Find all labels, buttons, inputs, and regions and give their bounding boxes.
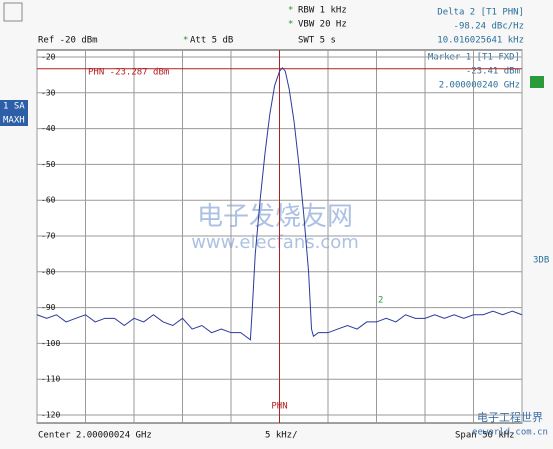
attenuation: Att 5 dB <box>190 36 233 46</box>
watermark: 电子工程世界 <box>477 411 543 424</box>
footer-center: Center 2.00000024 GHz <box>38 431 152 441</box>
delta-offset: 10.016025641 kHz <box>437 36 524 46</box>
ref-level: Ref -20 dBm <box>38 36 98 46</box>
marker-frequency: 2.000000240 GHz <box>439 81 520 91</box>
trace-box <box>0 100 28 126</box>
y-tick-label: -50 <box>41 160 56 169</box>
delta-title: Delta 2 [T1 PHN] <box>437 8 524 18</box>
delta-level: -98.24 dBc/Hz <box>454 22 524 32</box>
y-tick-label: -110 <box>41 375 60 384</box>
y-tick-label: -40 <box>41 124 56 133</box>
watermark: 电子发烧友网 <box>197 202 353 232</box>
trace <box>36 66 523 341</box>
y-tick-label: -60 <box>41 196 56 205</box>
asterisk: * <box>183 36 188 46</box>
asterisk: * <box>288 6 293 16</box>
y-tick-label: -120 <box>41 411 60 420</box>
marker-level: -23.41 dBm <box>466 67 520 77</box>
footer-span: Span 50 kHz <box>455 431 515 441</box>
watermark: www.elecfans.com <box>191 232 359 253</box>
y-tick-label: -20 <box>41 53 56 62</box>
y-tick-label: -30 <box>41 88 56 97</box>
y-tick-label: -80 <box>41 267 56 276</box>
ref-line-label: PHN -23.287 dBm <box>88 67 169 77</box>
y-tick-label: -100 <box>41 339 60 348</box>
footer-scale: 5 kHz/ <box>265 431 298 441</box>
side-label: 3DB <box>533 256 549 266</box>
watermark: eeworld.com.cn <box>472 428 548 438</box>
trace-info: 1 SA <box>3 102 25 112</box>
vbw: VBW 20 Hz <box>298 20 347 30</box>
rbw: RBW 1 kHz <box>298 6 347 16</box>
status-box <box>530 76 544 88</box>
center-line-label: PHN <box>271 402 287 412</box>
y-tick-label: -70 <box>41 232 56 241</box>
y-tick-label: -90 <box>41 303 56 312</box>
swt: SWT 5 s <box>298 36 336 46</box>
asterisk: * <box>288 20 293 30</box>
delta-marker-label: 2 <box>378 296 383 306</box>
logo <box>3 2 23 22</box>
trace-info: MAXH <box>3 116 25 126</box>
